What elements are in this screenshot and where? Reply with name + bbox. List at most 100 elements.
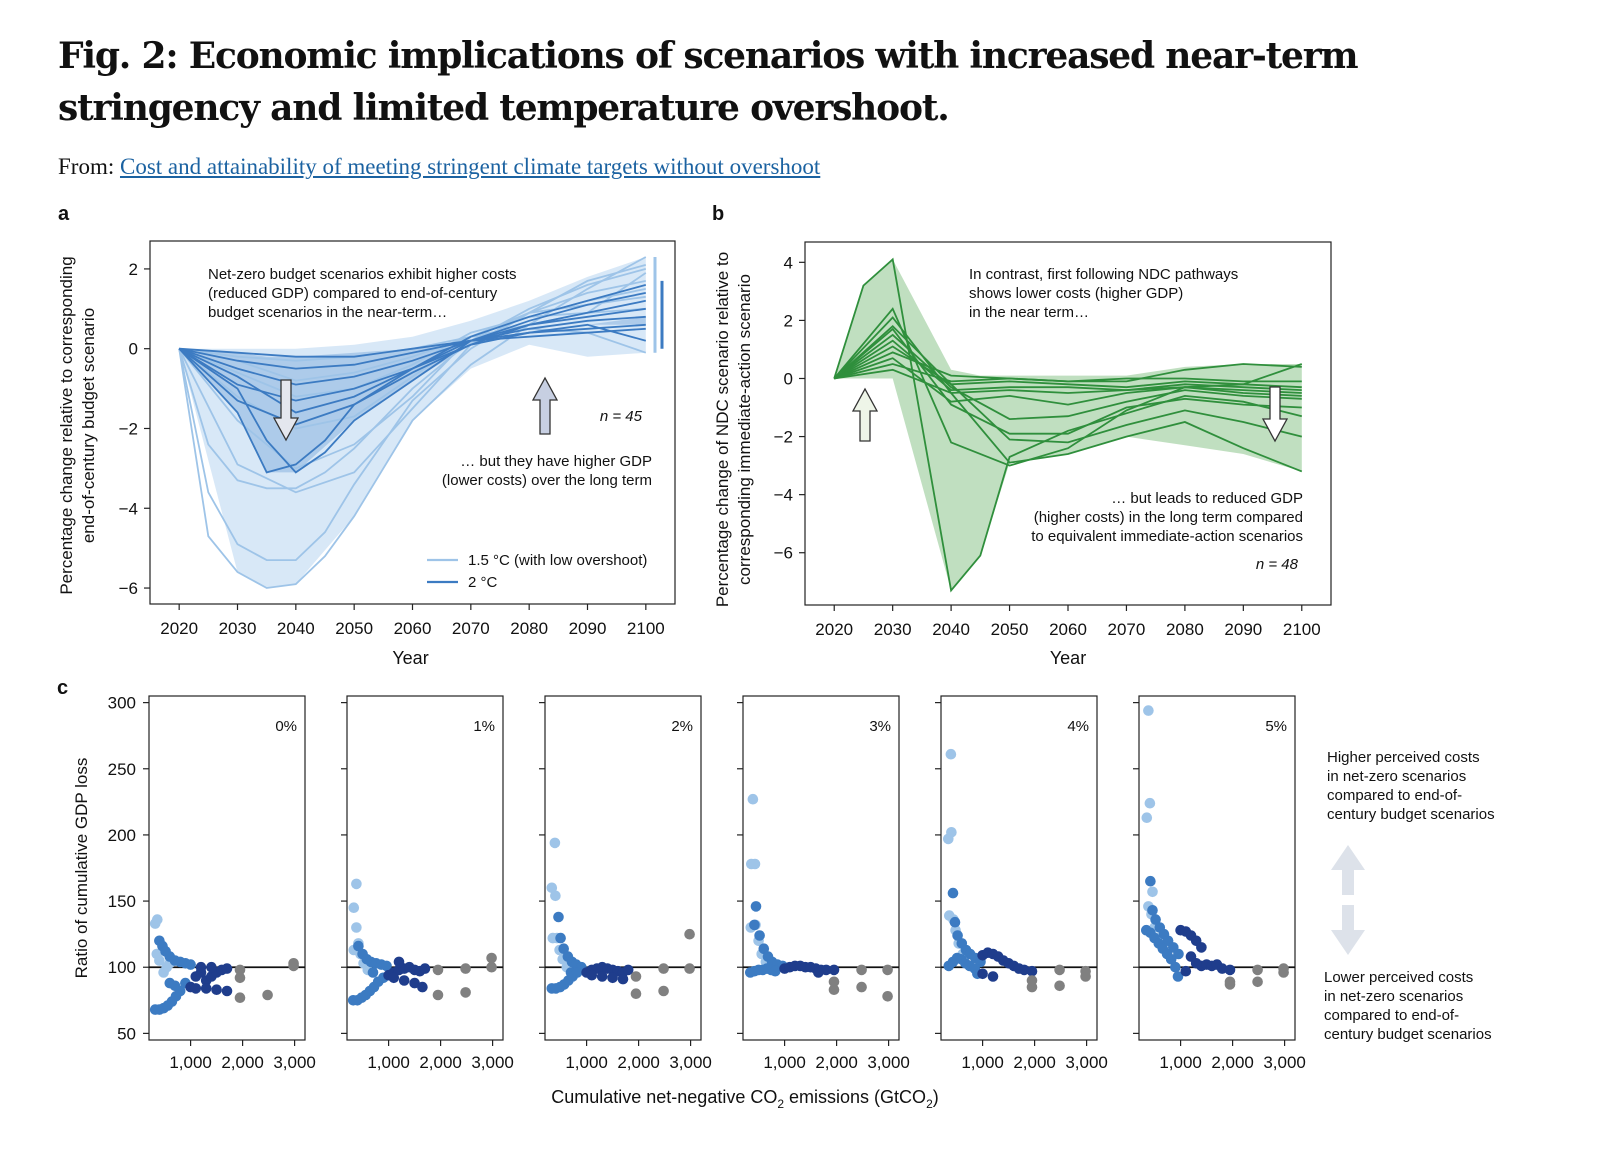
annotation-top: (reduced GDP) compared to end-of-century <box>208 285 498 302</box>
scatter-point <box>460 963 471 974</box>
scatter-point <box>1054 964 1065 976</box>
source-article-link[interactable]: Cost and attainability of meeting string… <box>119 154 821 179</box>
facet-frame <box>148 695 306 1041</box>
scatter-point <box>234 992 246 1003</box>
panel-label-a: a <box>58 203 70 225</box>
x-tick-label: 2060 <box>1049 620 1087 639</box>
side-annotation-lower: century budget scenarios <box>1324 1026 1492 1043</box>
scatter-point <box>1165 954 1177 965</box>
x-tick-label: 2,000 <box>221 1053 264 1072</box>
y-tick-label: 2 <box>129 260 138 279</box>
x-tick-label: 1,000 <box>565 1053 608 1072</box>
down-arrow-icon <box>1331 905 1365 955</box>
facet-label: 5% <box>1265 718 1287 735</box>
x-tick-label: 2,000 <box>617 1053 660 1072</box>
panel-c: c 0% 1,000 2,000 3,000 1% 1,000 2,000 3,000 2% 1,0… <box>57 677 1495 1111</box>
x-tick-label: 2,000 <box>1211 1053 1254 1072</box>
scatter-point <box>1224 979 1236 990</box>
side-annotation-upper: Higher perceived costs <box>1327 749 1480 766</box>
envelope-ndc <box>834 259 1302 591</box>
x-tick-label: 2,000 <box>419 1053 462 1072</box>
x-tick-label: 2100 <box>627 619 665 638</box>
side-annotation-upper: century budget scenarios <box>1327 806 1495 823</box>
side-annotation-lower: Lower perceived costs <box>1324 969 1473 986</box>
series-line-1p5 <box>178 307 646 398</box>
y-tick-label: 50 <box>117 1024 136 1043</box>
series-line-2c <box>178 292 646 474</box>
up-arrow-icon <box>1331 845 1365 895</box>
scatter-point <box>1141 812 1153 823</box>
x-tick-label: 3,000 <box>867 1053 910 1072</box>
x-tick-label: 2080 <box>510 619 548 638</box>
scatter-point <box>1216 963 1228 974</box>
x-tick-label: 3,000 <box>471 1053 514 1072</box>
x-tick-label: 1,000 <box>169 1053 212 1072</box>
scatter-point <box>684 928 695 940</box>
scatter-point <box>1054 980 1065 992</box>
sample-size: n = 48 <box>1256 556 1299 573</box>
scatter-point <box>351 878 362 890</box>
series-line-1p5 <box>178 280 646 494</box>
scatter-point <box>987 971 999 982</box>
scatter-point <box>952 930 963 941</box>
facet-1: 1% 1,000 2,000 3,000 <box>341 695 514 1072</box>
scatter-point <box>558 943 569 954</box>
scatter-point <box>409 977 420 989</box>
x-tick-label: 1,000 <box>961 1053 1004 1072</box>
annotation-top: budget scenarios in the near-term… <box>208 304 447 321</box>
scatter-point <box>769 965 781 977</box>
y-axis-label-line: corresponding immediate-action scenario <box>735 274 754 585</box>
scatter-point <box>152 914 163 925</box>
up-arrow-icon <box>531 376 559 435</box>
y-tick-label: 100 <box>108 958 136 977</box>
scatter-point <box>1080 965 1091 977</box>
y-tick-label: 250 <box>108 760 136 779</box>
y-tick-label: 4 <box>784 253 793 272</box>
scatter-point <box>607 972 618 984</box>
series-line-ndc <box>833 327 1302 435</box>
scatter-point <box>758 943 770 954</box>
series-line-ndc <box>834 368 1302 394</box>
y-axis-label-line: Percentage change of NDC scenario relati… <box>713 252 732 607</box>
up-arrow-icon <box>851 387 879 442</box>
scatter-point <box>750 901 762 912</box>
scatter-point <box>262 989 273 1001</box>
x-tick-label: 1,000 <box>1159 1053 1202 1072</box>
scatter-point <box>553 911 564 923</box>
scatter-point <box>586 969 598 981</box>
scatter-point <box>749 919 760 931</box>
scatter-point <box>754 930 765 941</box>
x-axis-label-part: Cumulative net-negative CO <box>551 1087 777 1107</box>
series-line-2c <box>179 323 646 370</box>
facet-4: 4% 1,000 2,000 3,000 <box>935 695 1108 1072</box>
scatter-point <box>1224 964 1236 976</box>
scatter-point <box>417 981 428 993</box>
annotation-bottom: … but leads to reduced GDP <box>1111 490 1303 507</box>
panel-label-b: b <box>712 203 724 225</box>
annotation-bottom: … but they have higher GDP <box>460 453 652 470</box>
scatter-point <box>1143 705 1154 716</box>
x-axis-label-part: 2 <box>777 1097 784 1111</box>
x-tick-label: 2040 <box>277 619 315 638</box>
y-tick-label: 2 <box>784 311 793 330</box>
scatter-point <box>749 858 761 870</box>
y-tick-label: −4 <box>119 499 138 518</box>
series-line-ndc <box>833 333 1302 421</box>
scatter-point <box>234 972 246 984</box>
scatter-point <box>684 963 695 974</box>
scatter-point <box>1172 971 1184 982</box>
y-tick-label: 300 <box>108 694 136 713</box>
scatter-point <box>1145 875 1156 887</box>
y-tick-label: 0 <box>129 340 138 359</box>
scatter-point <box>550 890 561 902</box>
scatter-point <box>1144 797 1156 809</box>
scatter-point <box>486 952 497 964</box>
scatter-point <box>1147 905 1158 916</box>
scatter-point <box>882 964 893 976</box>
scatter-point <box>1173 948 1184 960</box>
scatter-point <box>419 963 431 974</box>
facet-frame <box>1138 695 1296 1041</box>
y-axis-label-a: Percentage change relative to correspond… <box>57 256 98 594</box>
facet-label: 3% <box>869 718 891 735</box>
scatter-point <box>630 971 642 982</box>
